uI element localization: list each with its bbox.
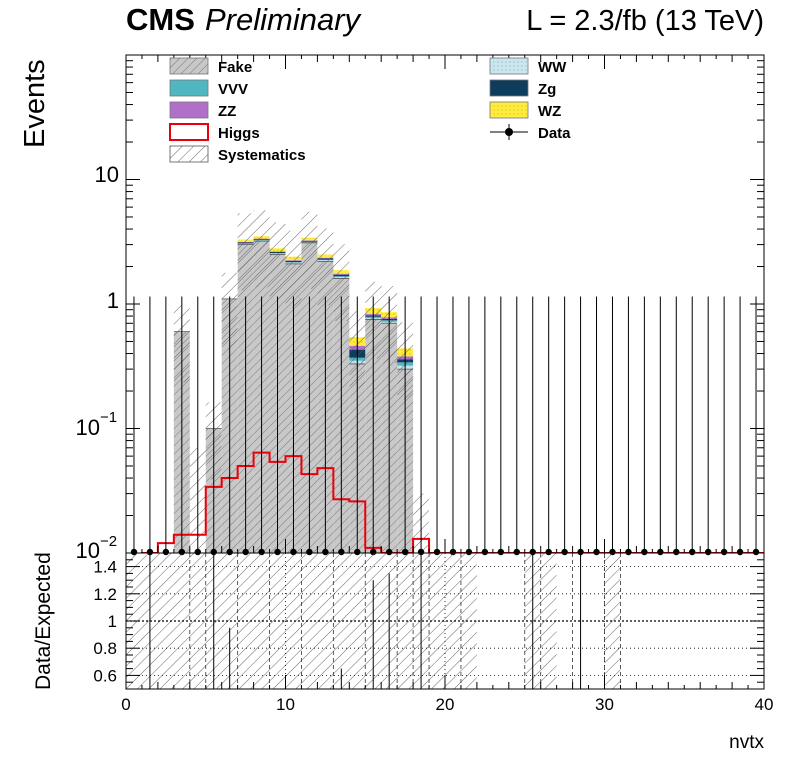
legend-label-fake: Fake (218, 59, 252, 76)
ratio-syst-8 (253, 553, 270, 689)
legend-swatch-data (505, 128, 513, 136)
legend-swatch-zz (169, 101, 209, 119)
ratio-axis-title: Data/Expected (32, 552, 55, 690)
data-point-31 (625, 548, 632, 556)
x-tick-label: 30 (595, 695, 614, 714)
data-point-24 (513, 548, 520, 556)
legend-label-ww: WW (538, 59, 567, 76)
data-point-39 (752, 548, 760, 556)
ratio-syst-11 (301, 553, 318, 689)
y-tick-10: 10 (95, 162, 119, 187)
legend-label-data: Data (538, 125, 571, 142)
data-point-29 (593, 548, 600, 556)
ratio-syst-30 (604, 553, 621, 689)
ratio-syst-17 (397, 553, 414, 689)
ratio-tick-label: 0.8 (93, 639, 117, 658)
legend-swatch-wz (489, 101, 529, 119)
ratio-syst-7 (237, 553, 254, 689)
ratio-syst-20 (445, 553, 461, 689)
data-point-32 (641, 548, 648, 556)
legend: Fake WW VVV Zg ZZ WZ Higgs Data Systematics (169, 57, 571, 164)
ratio-tick-labels: 1.4 1.2 1 0.8 0.6 (93, 558, 117, 686)
y-tick-1: 1 (107, 288, 119, 313)
syst-band-7 (237, 213, 254, 291)
ratio-syst-13 (333, 553, 350, 689)
syst-band-11 (301, 211, 318, 289)
data-point-35 (689, 548, 696, 556)
main-plot-area (133, 210, 764, 553)
y-tick-0p1-base: 10 (76, 415, 100, 440)
data-point-34 (673, 548, 680, 556)
ratio-syst-6 (221, 553, 238, 689)
ratio-syst-14 (349, 553, 366, 689)
legend-label-zz: ZZ (218, 103, 236, 120)
ratio-syst-2 (157, 553, 174, 689)
ratio-tick-label: 1.4 (93, 558, 117, 577)
x-tick-label: 0 (121, 695, 130, 714)
ratio-plot (125, 552, 765, 690)
legend-swatch-systematics (169, 145, 209, 163)
x-axis-title: nvtx (729, 732, 764, 753)
legend-swatch-fake (169, 57, 209, 75)
y-tick-0p1-exp: −1 (100, 409, 117, 426)
y-tick-0p01-base: 10 (76, 538, 100, 563)
ratio-tick-label: 1.2 (93, 585, 117, 604)
syst-band-9 (269, 222, 286, 300)
x-tick-label: 20 (436, 695, 455, 714)
ratio-syst-4 (189, 553, 206, 689)
legend-swatch-vvv (169, 79, 209, 97)
data-point-23 (497, 548, 505, 556)
ratio-tick-label: 0.6 (93, 666, 117, 685)
data-point-28 (577, 548, 584, 556)
data-point-38 (736, 548, 744, 556)
legend-swatch-ww (489, 57, 529, 75)
syst-band-8 (253, 210, 270, 288)
ratio-syst-12 (317, 553, 334, 689)
ratio-syst-26 (540, 553, 557, 689)
legend-label-zg: Zg (538, 81, 556, 98)
data-point-27 (561, 548, 568, 556)
syst-band-12 (317, 228, 334, 306)
preliminary-label: Preliminary (205, 2, 363, 37)
legend-swatch-higgs (169, 123, 209, 141)
legend-label-wz: WZ (538, 103, 561, 120)
data-point-36 (704, 548, 712, 556)
y-tick-0p01-exp: −2 (100, 533, 117, 550)
ratio-tick-label: 1 (108, 612, 117, 631)
data-point-22 (481, 548, 489, 556)
cms-label: CMS (126, 2, 195, 37)
ratio-syst-3 (173, 553, 190, 689)
legend-label-systematics: Systematics (218, 147, 306, 164)
x-tick-labels: 0 10 20 30 40 (121, 695, 773, 714)
legend-label-higgs: Higgs (218, 125, 260, 142)
legend-label-vvv: VVV (218, 81, 248, 98)
legend-swatch-zg (489, 79, 529, 97)
syst-band-10 (285, 230, 302, 308)
ratio-plot-area (126, 553, 764, 689)
lumi-label: L = 2.3/fb (13 TeV) (526, 5, 764, 37)
ratio-syst-21 (460, 553, 477, 689)
ratio-syst-10 (285, 553, 302, 689)
syst-band-13 (333, 244, 350, 322)
ratio-syst-9 (269, 553, 286, 689)
ratio-syst-19 (429, 553, 445, 689)
y-axis-title: Events (19, 59, 51, 148)
x-tick-label: 10 (276, 695, 295, 714)
x-tick-label: 40 (755, 695, 774, 714)
data-point-33 (657, 548, 664, 556)
data-point-37 (720, 548, 728, 556)
